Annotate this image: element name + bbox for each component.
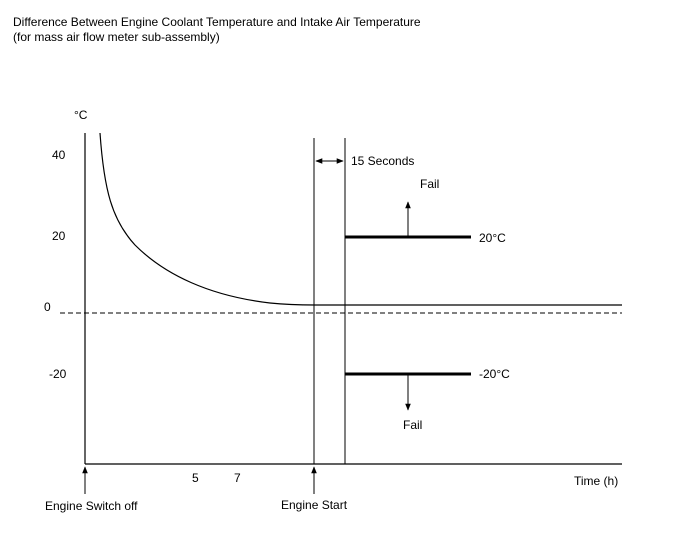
x-axis-label: Time (h) [574, 474, 619, 488]
threshold-lower-label: -20°C [479, 367, 510, 381]
y-tick-40: 40 [52, 148, 66, 162]
y-tick-0: 0 [44, 300, 51, 314]
x-tick-7: 7 [234, 471, 241, 485]
engine-start-label: Engine Start [281, 498, 348, 512]
fail-lower-label: Fail [403, 418, 423, 432]
diagram-title-line2: (for mass air flow meter sub-assembly) [13, 30, 220, 44]
threshold-upper-label: 20°C [479, 231, 506, 245]
diagram-title-line1: Difference Between Engine Coolant Temper… [13, 15, 421, 29]
y-axis-unit: °C [74, 108, 88, 122]
y-tick-minus-20: -20 [49, 367, 67, 381]
y-tick-20: 20 [52, 229, 66, 243]
engine-switch-off-label: Engine Switch off [45, 499, 138, 513]
x-tick-5: 5 [192, 471, 199, 485]
fail-upper-label: Fail [420, 177, 440, 191]
interval-label: 15 Seconds [351, 154, 415, 168]
temperature-difference-curve [99, 132, 622, 306]
